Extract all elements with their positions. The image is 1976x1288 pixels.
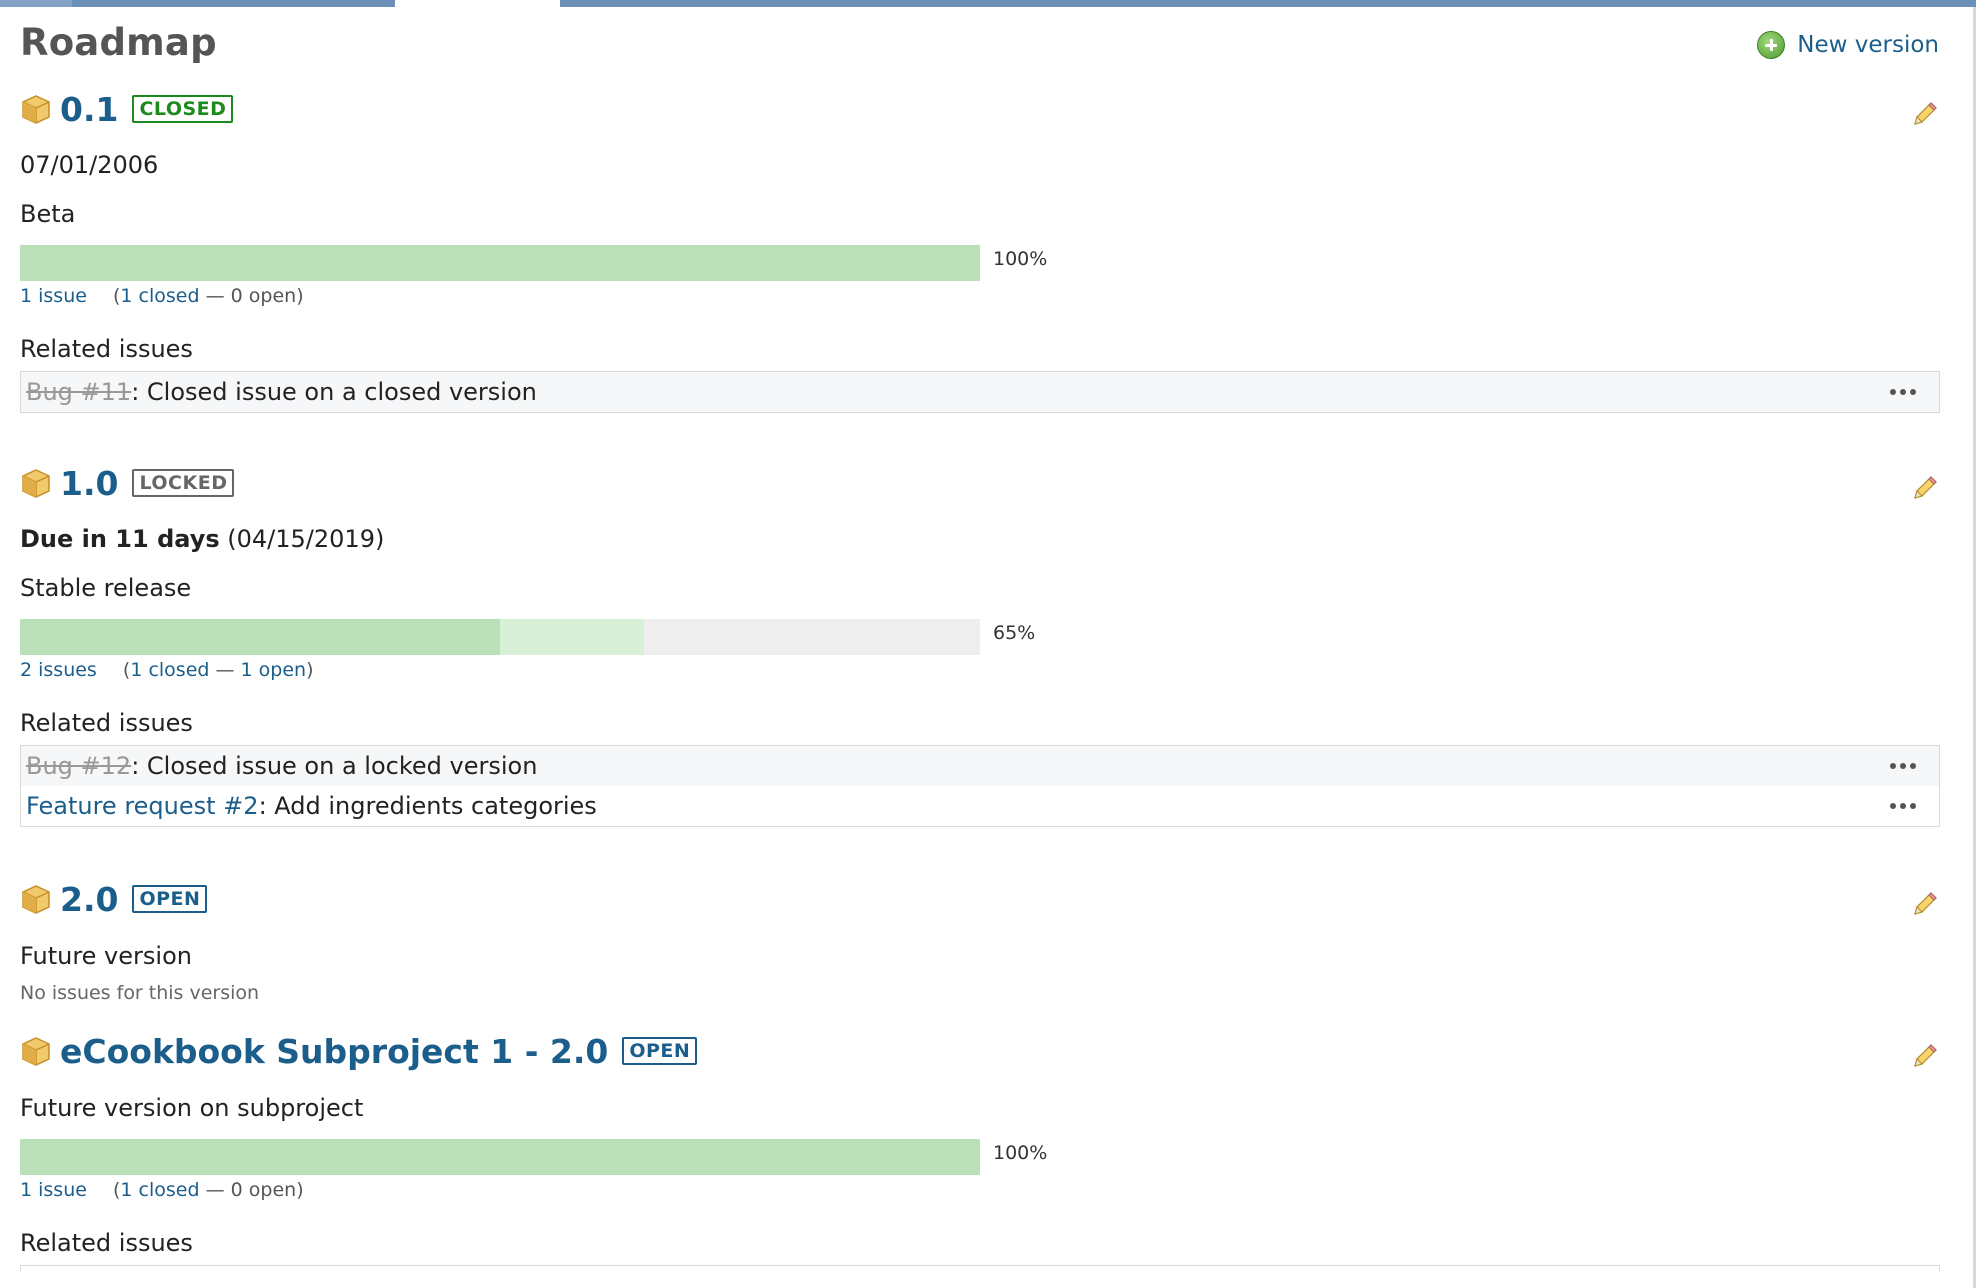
version-block-subproject: eCookbook Subproject 1 - 2.0 OPEN Future… bbox=[20, 1029, 1940, 1271]
issue-link[interactable]: Bug #12 bbox=[26, 752, 132, 780]
issue-count-separator: — bbox=[215, 659, 235, 681]
issue-counts: 1 issue (1 closed — 0 open) bbox=[20, 285, 304, 307]
due-label: Due in 11 days bbox=[20, 525, 220, 553]
package-icon bbox=[20, 93, 52, 125]
issue-subject: : Closed issue on a locked version bbox=[131, 752, 538, 780]
new-version-label: New version bbox=[1797, 32, 1939, 58]
open-issues-count: 0 open bbox=[230, 1179, 297, 1201]
closed-issues-link[interactable]: 1 closed bbox=[120, 285, 200, 307]
package-icon bbox=[20, 467, 52, 499]
more-dots-icon[interactable] bbox=[1889, 382, 1917, 402]
version-name-link[interactable]: 1.0 bbox=[60, 463, 119, 503]
version-block-2-0: 2.0 OPEN Future version No issues for th… bbox=[20, 877, 1940, 1004]
version-name-link[interactable]: 0.1 bbox=[60, 89, 119, 129]
related-issues-title: Related issues bbox=[20, 709, 193, 737]
issues-link[interactable]: 2 issues bbox=[20, 659, 97, 681]
package-icon bbox=[20, 1035, 52, 1067]
issue-link[interactable]: Bug #11 bbox=[26, 378, 132, 406]
progress-percent: 65% bbox=[993, 622, 1036, 644]
roadmap-content: Roadmap New version 0.1 CLOSED 07/01/200… bbox=[0, 7, 1976, 1288]
progress-closed bbox=[20, 619, 500, 655]
related-issues-title: Related issues bbox=[20, 335, 193, 363]
version-header: eCookbook Subproject 1 - 2.0 OPEN bbox=[20, 1029, 1940, 1073]
version-name-link[interactable]: eCookbook Subproject 1 - 2.0 bbox=[60, 1031, 609, 1071]
version-description: Future version bbox=[20, 942, 192, 970]
no-issues-message: No issues for this version bbox=[20, 982, 260, 1004]
version-description: Future version on subproject bbox=[20, 1094, 364, 1122]
related-issue-row: Bug #11 : Closed issue on a closed versi… bbox=[21, 372, 1939, 412]
related-issues-table bbox=[20, 1265, 1940, 1271]
open-issues-link[interactable]: 1 open bbox=[240, 659, 307, 681]
progress-percent: 100% bbox=[993, 248, 1048, 270]
issue-counts: 2 issues (1 closed — 1 open) bbox=[20, 659, 314, 681]
related-issues-table: Bug #11 : Closed issue on a closed versi… bbox=[20, 371, 1940, 413]
version-due-date: Due in 11 days (04/15/2019) bbox=[20, 525, 1940, 553]
progress-bar: 65% bbox=[20, 619, 1940, 655]
progress-bar: 100% bbox=[20, 1139, 1940, 1175]
version-name-link[interactable]: 2.0 bbox=[60, 879, 119, 919]
pencil-icon[interactable] bbox=[1910, 99, 1940, 129]
issue-count-separator: — bbox=[205, 285, 225, 307]
version-description: Beta bbox=[20, 200, 76, 228]
issue-counts: 1 issue (1 closed — 0 open) bbox=[20, 1179, 304, 1201]
version-header: 2.0 OPEN bbox=[20, 877, 1940, 921]
more-dots-icon[interactable] bbox=[1889, 796, 1917, 816]
status-badge: CLOSED bbox=[132, 95, 234, 123]
more-dots-icon[interactable] bbox=[1889, 756, 1917, 776]
top-menu-segment bbox=[72, 0, 395, 7]
related-issues-title: Related issues bbox=[20, 1229, 193, 1257]
related-issues-table: Bug #12 : Closed issue on a locked versi… bbox=[20, 745, 1940, 827]
progress-done bbox=[500, 619, 644, 655]
status-badge: OPEN bbox=[132, 885, 208, 913]
closed-issues-link[interactable]: 1 closed bbox=[120, 1179, 200, 1201]
version-header: 1.0 LOCKED bbox=[20, 461, 1940, 505]
issues-link[interactable]: 1 issue bbox=[20, 285, 87, 307]
plus-icon bbox=[1757, 31, 1786, 59]
page-title: Roadmap bbox=[20, 21, 217, 64]
progress-bar: 100% bbox=[20, 245, 1940, 281]
pencil-icon[interactable] bbox=[1910, 889, 1940, 919]
issue-subject: : Add ingredients categories bbox=[258, 792, 597, 820]
package-icon bbox=[20, 883, 52, 915]
version-date: (04/15/2019) bbox=[227, 525, 385, 553]
top-menu-segment bbox=[0, 0, 72, 7]
issue-subject: : Closed issue on a closed version bbox=[131, 378, 537, 406]
pencil-icon[interactable] bbox=[1910, 1041, 1940, 1071]
top-menu-segment bbox=[560, 0, 1976, 7]
issue-link[interactable]: Feature request #2 bbox=[26, 792, 259, 820]
closed-issues-link[interactable]: 1 closed bbox=[130, 659, 210, 681]
new-version-link[interactable]: New version bbox=[1757, 28, 1939, 62]
progress-track bbox=[20, 1139, 980, 1175]
progress-closed bbox=[20, 1139, 980, 1175]
status-badge: OPEN bbox=[622, 1037, 698, 1065]
version-date: 07/01/2006 bbox=[20, 151, 159, 179]
pencil-icon[interactable] bbox=[1910, 473, 1940, 503]
related-issue-row: Bug #12 : Closed issue on a locked versi… bbox=[21, 746, 1939, 786]
related-issue-row: Feature request #2 : Add ingredients cat… bbox=[21, 786, 1939, 826]
progress-percent: 100% bbox=[993, 1142, 1048, 1164]
version-header: 0.1 CLOSED bbox=[20, 87, 1940, 131]
progress-track bbox=[20, 245, 980, 281]
issue-count-separator: — bbox=[205, 1179, 225, 1201]
version-description: Stable release bbox=[20, 574, 192, 602]
issues-link[interactable]: 1 issue bbox=[20, 1179, 87, 1201]
top-menu-bar bbox=[0, 0, 1976, 7]
status-badge: LOCKED bbox=[132, 469, 235, 497]
version-block-1-0: 1.0 LOCKED Due in 11 days (04/15/2019) S… bbox=[20, 461, 1940, 827]
version-block-0-1: 0.1 CLOSED 07/01/2006 Beta 100% 1 issue … bbox=[20, 87, 1940, 413]
open-issues-count: 0 open bbox=[230, 285, 297, 307]
progress-closed bbox=[20, 245, 980, 281]
scrollbar-edge bbox=[1973, 7, 1976, 1288]
progress-track bbox=[20, 619, 980, 655]
